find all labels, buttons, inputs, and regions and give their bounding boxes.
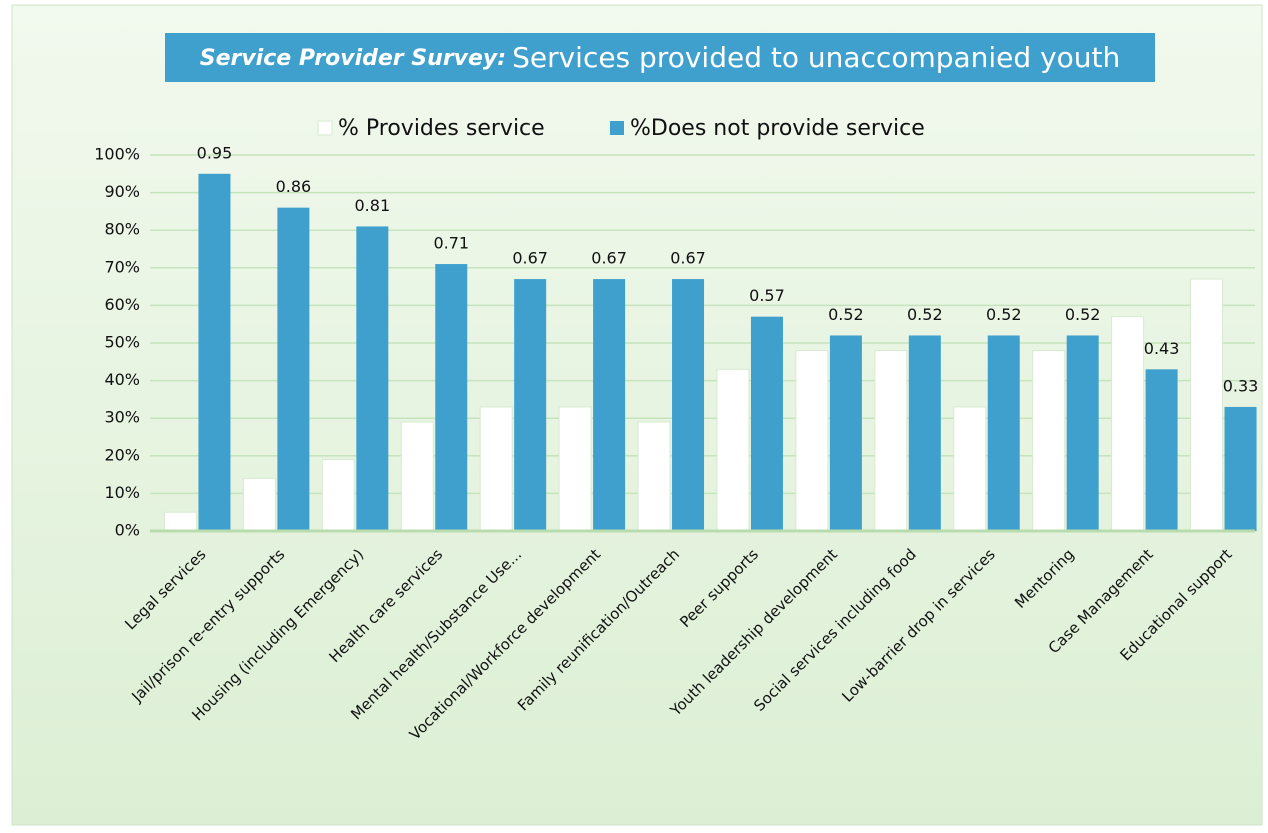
bar xyxy=(479,406,513,532)
bar xyxy=(1066,335,1099,531)
bar xyxy=(1190,278,1224,532)
bar xyxy=(795,350,829,532)
bar xyxy=(750,316,783,531)
y-tick-label: 100% xyxy=(94,145,140,164)
y-tick-label: 90% xyxy=(104,182,140,201)
data-label: 0.71 xyxy=(433,234,469,253)
data-label: 0.86 xyxy=(276,177,312,196)
y-tick-label: 0% xyxy=(115,521,140,540)
bar xyxy=(829,335,862,531)
bar xyxy=(1224,406,1257,531)
title-box xyxy=(165,33,1155,82)
legend-label: %Does not provide service xyxy=(630,116,925,141)
bar xyxy=(277,207,310,531)
bar xyxy=(908,335,941,531)
y-tick-label: 10% xyxy=(104,483,140,502)
bar xyxy=(198,173,231,532)
data-label: 0.95 xyxy=(197,143,233,162)
bar xyxy=(637,421,671,532)
legend-label: % Provides service xyxy=(338,116,545,141)
bar xyxy=(435,264,468,531)
data-label: 0.52 xyxy=(907,305,943,324)
y-tick-label: 80% xyxy=(104,220,140,239)
bar xyxy=(716,368,750,532)
bar xyxy=(242,477,276,532)
bar xyxy=(558,406,592,532)
y-tick-label: 50% xyxy=(104,333,140,352)
y-tick-label: 20% xyxy=(104,445,140,464)
data-label: 0.57 xyxy=(749,286,785,305)
bar xyxy=(1111,316,1145,532)
data-label: 0.52 xyxy=(1065,305,1101,324)
bar xyxy=(514,279,547,531)
bar xyxy=(987,335,1020,531)
data-label: 0.67 xyxy=(591,249,627,268)
data-label: 0.33 xyxy=(1223,376,1259,395)
bar xyxy=(874,350,908,532)
title-main: Services provided to unaccompanied youth xyxy=(512,41,1120,74)
data-label: 0.43 xyxy=(1144,339,1180,358)
data-label: 0.67 xyxy=(670,249,706,268)
bar xyxy=(953,406,987,532)
data-label: 0.67 xyxy=(512,249,548,268)
data-label: 0.52 xyxy=(828,305,864,324)
legend-swatch xyxy=(317,120,333,136)
bar xyxy=(1145,369,1178,531)
bar xyxy=(321,459,355,532)
bar xyxy=(593,279,626,531)
data-label: 0.81 xyxy=(355,196,391,215)
y-tick-label: 40% xyxy=(104,370,140,389)
bar xyxy=(356,226,389,531)
legend-swatch xyxy=(610,121,624,135)
bar xyxy=(163,511,197,532)
bar xyxy=(672,279,705,531)
chart-title: Service Provider Survey: Services provide… xyxy=(200,41,1121,74)
y-tick-label: 60% xyxy=(104,295,140,314)
y-tick-label: 70% xyxy=(104,257,140,276)
bar xyxy=(1032,350,1066,532)
y-tick-label: 30% xyxy=(104,408,140,427)
bar xyxy=(400,421,434,532)
data-label: 0.52 xyxy=(986,305,1022,324)
title-lead: Service Provider Survey: xyxy=(200,46,506,71)
